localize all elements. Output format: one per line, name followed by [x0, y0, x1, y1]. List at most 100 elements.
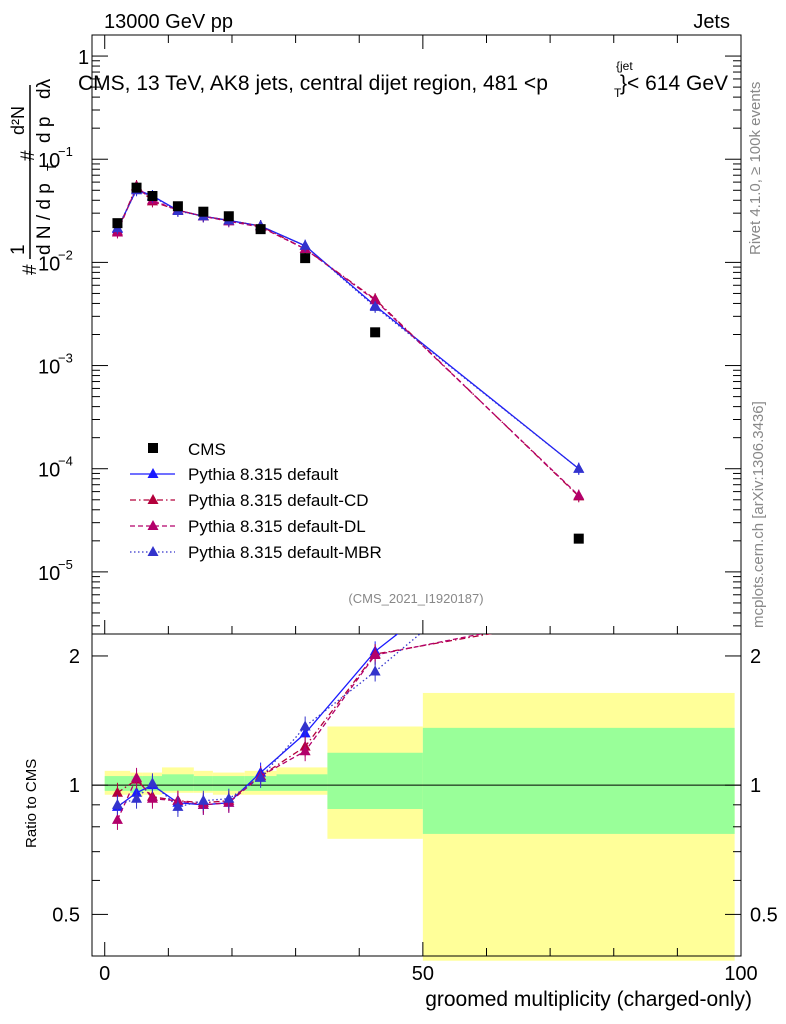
chart-title-sup: {jet [616, 59, 633, 73]
y-tick-label: 1 [78, 47, 89, 69]
svg-text:d²N: d²N [8, 106, 28, 135]
ratio-band-green [161, 774, 194, 791]
cms-data-point [223, 211, 234, 222]
cms-data-point [573, 533, 584, 544]
series-marker-main [573, 489, 585, 500]
x-tick-label: 50 [412, 963, 434, 985]
ratio-band-green [212, 776, 245, 791]
y-tick-exponent: −3 [58, 351, 73, 366]
data-points [112, 182, 584, 544]
cms-data-point [300, 253, 311, 264]
series-marker-ratio [197, 794, 209, 805]
ratio-band-green [276, 774, 328, 791]
series-marker-ratio [131, 792, 143, 803]
series-line-main [116, 185, 580, 496]
ratio-y-tick-label-right: 1 [750, 775, 761, 797]
legend-label-cms: CMS [188, 440, 226, 459]
chart-title: CMS, 13 TeV, AK8 jets, central dijet reg… [78, 72, 548, 95]
svg-text:1: 1 [8, 244, 29, 255]
y-tick-label: 10 [38, 357, 60, 379]
series-marker-main [299, 239, 311, 250]
ratio-y-label: Ratio to CMS [23, 759, 40, 848]
main-curves [111, 180, 585, 503]
series-marker-ratio [299, 745, 311, 756]
legend-label: Pythia 8.315 default [188, 465, 339, 484]
series-marker-ratio [369, 649, 381, 660]
y-tick-exponent: −4 [58, 454, 73, 469]
cms-data-point [172, 201, 183, 212]
svg-text:T: T [44, 163, 59, 171]
legend-marker [147, 546, 159, 556]
chart-title-tail: }< 614 GeV [620, 72, 728, 95]
legend-marker [147, 520, 159, 530]
y-tick-exponent: −1 [58, 144, 73, 159]
header-right: Jets [693, 11, 730, 33]
svg-text:#: # [20, 264, 41, 275]
ratio-plot-frame [91, 633, 742, 957]
analysis-label: (CMS_2021_I1920187) [348, 591, 483, 606]
y-tick-label: 10 [38, 253, 60, 275]
series-marker-main [369, 300, 381, 311]
y-tick-label: 10 [38, 563, 60, 585]
cms-data-point [112, 218, 123, 229]
y-tick-label: 10 [38, 460, 60, 482]
ratio-y-tick-label: 2 [69, 646, 80, 668]
ratio-y-tick-label: 1 [69, 775, 80, 797]
mcplots-label: mcplots.cern.ch [arXiv:1306.3436] [750, 401, 767, 628]
legend-label: Pythia 8.315 default-DL [188, 517, 366, 536]
x-axis-label: groomed multiplicity (charged-only) [425, 988, 752, 1011]
cms-data-point [147, 191, 158, 202]
ratio-curves [111, 634, 493, 830]
series-marker-ratio [299, 720, 311, 731]
series-marker-ratio [131, 771, 143, 782]
chart-title-sub: T [614, 86, 622, 100]
ratio-y-tick-label-right: 0.5 [750, 904, 778, 926]
series-marker-ratio [111, 813, 123, 824]
legend-marker-cms [148, 443, 158, 453]
svg-text:#: # [18, 150, 39, 161]
series-marker-ratio [255, 771, 267, 782]
legend-marker [147, 468, 159, 478]
rivet-label: Rivet 4.1.0, ≥ 100k events [747, 82, 764, 255]
series-line-main [116, 184, 580, 497]
series-marker-main [573, 462, 585, 473]
x-tick-label: 0 [99, 963, 110, 985]
cms-data-point [370, 327, 381, 338]
cms-data-point [131, 182, 142, 193]
series-line-ratio [116, 634, 484, 821]
series-marker-ratio [111, 786, 123, 797]
series-marker-main [369, 294, 381, 305]
ratio-y-tick-label: 0.5 [52, 904, 80, 926]
series-line-main [116, 188, 580, 470]
ratio-band-green [327, 752, 423, 810]
ratio-band-green [193, 776, 213, 791]
legend: CMS Pythia 8.315 default Pythia 8.315 defa… [130, 440, 382, 562]
legend-label: Pythia 8.315 default-CD [188, 491, 369, 510]
ratio-y-tick-label-right: 2 [750, 646, 761, 668]
series-line-main [116, 189, 580, 470]
legend-marker [147, 494, 159, 504]
main-y-label: # 1 d N / d p T # d²N d p dλ [8, 78, 59, 275]
series-line-ratio [117, 634, 493, 804]
ratio-band-green [422, 727, 735, 834]
svg-text:d p: d p [34, 117, 55, 143]
y-tick-exponent: −2 [58, 247, 73, 262]
legend-label: Pythia 8.315 default-MBR [188, 543, 382, 562]
series-marker-ratio [172, 800, 184, 811]
y-tick-exponent: −5 [58, 557, 73, 572]
header-left: 13000 GeV pp [104, 11, 233, 33]
series-marker-ratio [111, 798, 123, 809]
series-marker-ratio [369, 665, 381, 676]
series-marker-ratio [146, 792, 158, 803]
series-marker-ratio [223, 792, 235, 803]
series-marker-ratio [146, 777, 158, 788]
cms-data-point [255, 224, 266, 235]
svg-text:d N / d p: d N / d p [34, 183, 55, 255]
cms-data-point [198, 206, 209, 217]
y-tick-label: 10 [38, 150, 60, 172]
svg-text:dλ: dλ [34, 78, 55, 99]
x-tick-label: 100 [724, 963, 757, 985]
ratio-bands [104, 692, 735, 961]
